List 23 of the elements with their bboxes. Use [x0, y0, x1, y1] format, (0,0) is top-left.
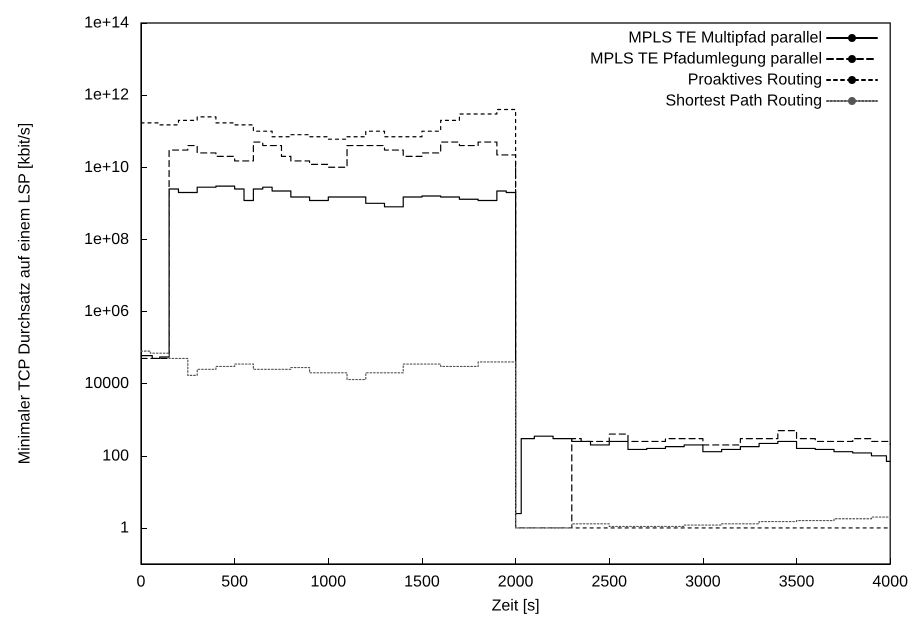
x-tick-label: 1000 — [310, 574, 346, 590]
x-tick-label: 500 — [221, 574, 248, 590]
y-tick-label: 10000 — [84, 375, 130, 392]
y-tick-label: 1e+06 — [84, 303, 130, 320]
legend-label: MPLS TE Multipfad parallel — [628, 30, 822, 46]
x-tick-label: 0 — [136, 574, 146, 590]
x-axis-title: Zeit [s] — [492, 598, 540, 614]
x-tick-label: 3500 — [778, 574, 814, 590]
y-tick-label: 100 — [102, 447, 130, 464]
y-tick-label: 1e+12 — [84, 86, 130, 104]
y-tick-label: 1 — [120, 519, 130, 536]
x-tick-label: 4000 — [872, 574, 908, 590]
y-tick-label: 1e+08 — [84, 230, 130, 248]
y-tick-label: 1e+10 — [84, 158, 130, 176]
y-tick-label: 1e+14 — [84, 14, 130, 32]
x-tick-label: 2500 — [591, 574, 628, 590]
legend-label: MPLS TE Pfadumlegung parallel — [590, 50, 822, 68]
x-tick-label: 3000 — [685, 574, 721, 590]
legend-label: Shortest Path Routing — [665, 92, 822, 110]
x-tick-label: 2000 — [498, 574, 534, 590]
legend-label: Proaktives Routing — [688, 72, 822, 88]
x-tick-label: 1500 — [404, 574, 440, 590]
y-axis-title: Minimaler TCP Durchsatz auf einem LSP [kbit/s] — [16, 122, 34, 464]
